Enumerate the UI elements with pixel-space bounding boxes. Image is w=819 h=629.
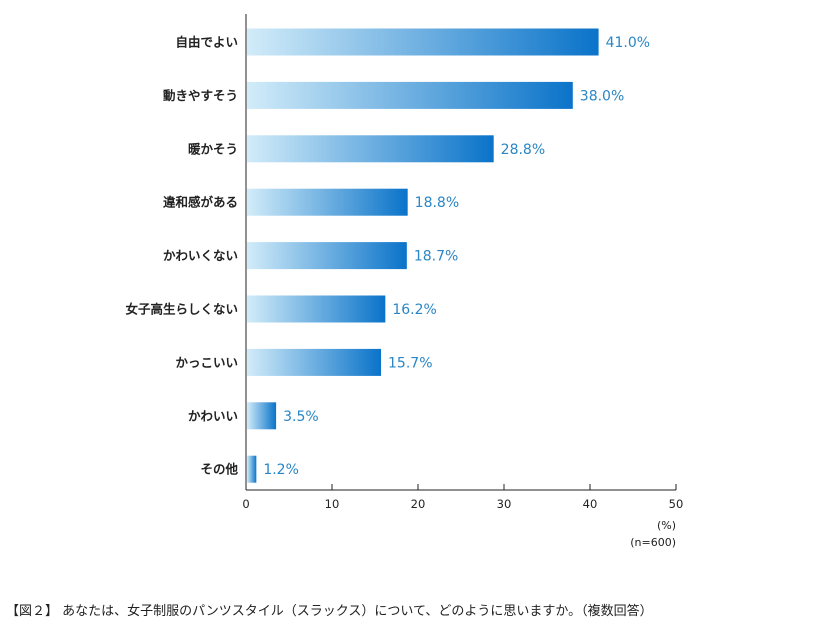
x-tick-label: 0 bbox=[242, 497, 249, 511]
bar bbox=[247, 402, 277, 430]
bar bbox=[247, 188, 408, 216]
bar-chart: 自由でよい 41.0% 動きやすそう 38.0% 暖かそう 28.8% 違和感がある 18.8… bbox=[125, 14, 683, 549]
category-label: かわいい bbox=[188, 408, 238, 423]
x-tick-label: 30 bbox=[497, 497, 512, 511]
x-tick-label: 10 bbox=[325, 497, 340, 511]
x-axis-unit: (%) bbox=[657, 519, 676, 532]
value-label: 28.8% bbox=[501, 142, 545, 158]
category-label: 暖かそう bbox=[188, 141, 238, 156]
category-label: 動きやすそう bbox=[163, 88, 238, 103]
x-tick-label: 20 bbox=[411, 497, 426, 511]
value-label: 3.5% bbox=[283, 409, 319, 425]
value-label: 1.2% bbox=[263, 462, 299, 478]
x-tick-label: 50 bbox=[669, 497, 684, 511]
bars: 自由でよい 41.0% 動きやすそう 38.0% 暖かそう 28.8% 違和感がある 18.8… bbox=[125, 28, 650, 483]
x-axis-ticks: 0 10 20 30 40 50 bbox=[242, 484, 683, 511]
bar bbox=[247, 455, 257, 483]
value-label: 18.8% bbox=[415, 195, 459, 211]
bar bbox=[247, 81, 573, 109]
figure-caption: 【図２】 あなたは、女子制服のパンツスタイル（スラックス）について、どのように思… bbox=[6, 604, 653, 619]
bar bbox=[247, 242, 407, 270]
bar bbox=[247, 28, 599, 56]
category-label: 女子高生らしくない bbox=[125, 302, 238, 317]
value-label: 38.0% bbox=[580, 88, 624, 104]
category-label: その他 bbox=[200, 462, 238, 477]
value-label: 16.2% bbox=[392, 302, 436, 318]
bar bbox=[247, 135, 494, 163]
x-tick-label: 40 bbox=[583, 497, 598, 511]
category-label: 自由でよい bbox=[175, 35, 238, 50]
category-label: かわいくない bbox=[163, 248, 238, 263]
bar bbox=[247, 295, 386, 323]
value-label: 41.0% bbox=[606, 35, 650, 51]
value-label: 18.7% bbox=[414, 249, 458, 265]
sample-size-note: (n=600) bbox=[630, 536, 676, 549]
category-label: かっこいい bbox=[175, 355, 238, 370]
bar bbox=[247, 348, 382, 376]
value-label: 15.7% bbox=[388, 355, 432, 371]
category-label: 違和感がある bbox=[163, 195, 238, 210]
